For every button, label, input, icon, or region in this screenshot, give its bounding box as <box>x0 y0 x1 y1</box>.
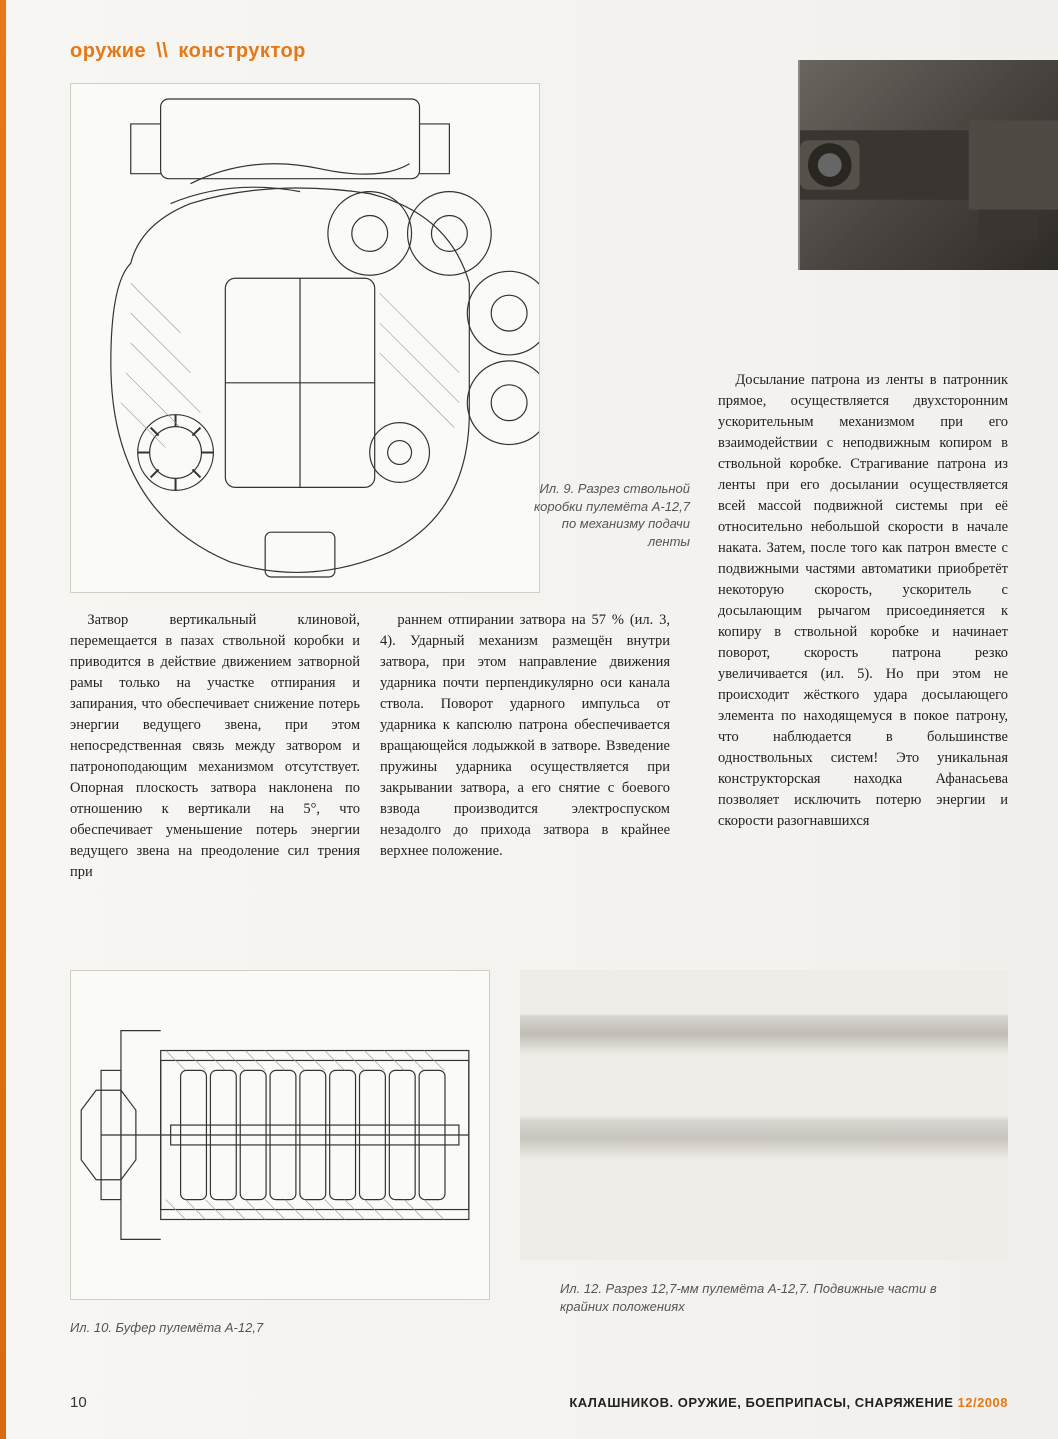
page-number: 10 <box>70 1394 87 1411</box>
figure-9-diagram <box>70 83 540 593</box>
column-3-spacer <box>690 610 980 883</box>
body-columns-row: Затвор вертикальный клиновой, перемещает… <box>70 610 1008 883</box>
receiver-cross-section-svg <box>71 84 539 592</box>
footer-magazine-title: КАЛАШНИКОВ. ОРУЖИЕ, БОЕПРИПАСЫ, СНАРЯЖЕН… <box>569 1395 1008 1410</box>
margin-accent-bar <box>0 0 6 1439</box>
header-word-2: конструктор <box>178 40 306 62</box>
header-word-1: оружие <box>70 40 146 62</box>
page-footer: 10 КАЛАШНИКОВ. ОРУЖИЕ, БОЕПРИПАСЫ, СНАРЯ… <box>70 1394 1008 1411</box>
bottom-figures-row <box>70 970 1008 1300</box>
body-column-1: Затвор вертикальный клиновой, перемещает… <box>70 610 360 883</box>
magazine-name: КАЛАШНИКОВ. ОРУЖИЕ, БОЕПРИПАСЫ, СНАРЯЖЕН… <box>569 1395 953 1410</box>
figure-10-caption: Ил. 10. Буфер пулемёта А-12,7 <box>70 1320 263 1335</box>
magazine-page: оружие \\ конструктор <box>0 0 1058 1439</box>
figure-10-diagram <box>70 970 490 1300</box>
body-column-2: раннем отпирании затвора на 57 % (ил. 3,… <box>380 610 670 883</box>
figure-photo-gun-part <box>798 60 1058 270</box>
col1-text: Затвор вертикальный клиновой, перемещает… <box>70 610 360 883</box>
figure-12-caption: Ил. 12. Разрез 12,7-мм пулемёта А-12,7. … <box>560 1280 960 1315</box>
buffer-cross-section-svg <box>71 971 489 1299</box>
col2-text: раннем отпирании затвора на 57 % (ил. 3,… <box>380 610 670 862</box>
figure-12-photo <box>520 970 1008 1260</box>
figure-9-caption: Ил. 9. Разрез ствольной коробки пулемёта… <box>530 480 690 550</box>
issue-number: 12/2008 <box>958 1395 1009 1410</box>
header-separator: \\ <box>152 40 172 62</box>
gun-barrel-photo-svg <box>800 60 1058 270</box>
